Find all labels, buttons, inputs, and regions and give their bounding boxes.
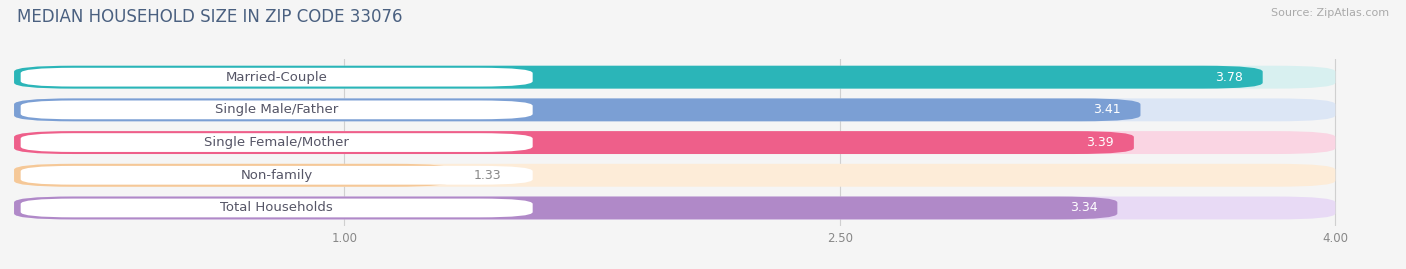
Text: Single Male/Father: Single Male/Father xyxy=(215,103,339,116)
FancyBboxPatch shape xyxy=(21,68,533,87)
FancyBboxPatch shape xyxy=(14,164,453,187)
FancyBboxPatch shape xyxy=(14,131,1133,154)
Text: 3.34: 3.34 xyxy=(1070,201,1098,214)
FancyBboxPatch shape xyxy=(14,164,1336,187)
FancyBboxPatch shape xyxy=(14,197,1336,220)
FancyBboxPatch shape xyxy=(14,66,1263,89)
FancyBboxPatch shape xyxy=(14,131,1336,154)
FancyBboxPatch shape xyxy=(21,166,533,185)
FancyBboxPatch shape xyxy=(21,199,533,217)
FancyBboxPatch shape xyxy=(14,66,1336,89)
FancyBboxPatch shape xyxy=(21,133,533,152)
FancyBboxPatch shape xyxy=(14,98,1336,121)
Text: MEDIAN HOUSEHOLD SIZE IN ZIP CODE 33076: MEDIAN HOUSEHOLD SIZE IN ZIP CODE 33076 xyxy=(17,8,402,26)
FancyBboxPatch shape xyxy=(14,197,1118,220)
FancyBboxPatch shape xyxy=(21,101,533,119)
Text: Married-Couple: Married-Couple xyxy=(226,71,328,84)
Text: Total Households: Total Households xyxy=(221,201,333,214)
Text: Source: ZipAtlas.com: Source: ZipAtlas.com xyxy=(1271,8,1389,18)
Text: Non-family: Non-family xyxy=(240,169,312,182)
Text: 1.33: 1.33 xyxy=(474,169,501,182)
Text: 3.41: 3.41 xyxy=(1092,103,1121,116)
Text: 3.39: 3.39 xyxy=(1087,136,1114,149)
Text: 3.78: 3.78 xyxy=(1215,71,1243,84)
Text: Single Female/Mother: Single Female/Mother xyxy=(204,136,349,149)
FancyBboxPatch shape xyxy=(14,98,1140,121)
